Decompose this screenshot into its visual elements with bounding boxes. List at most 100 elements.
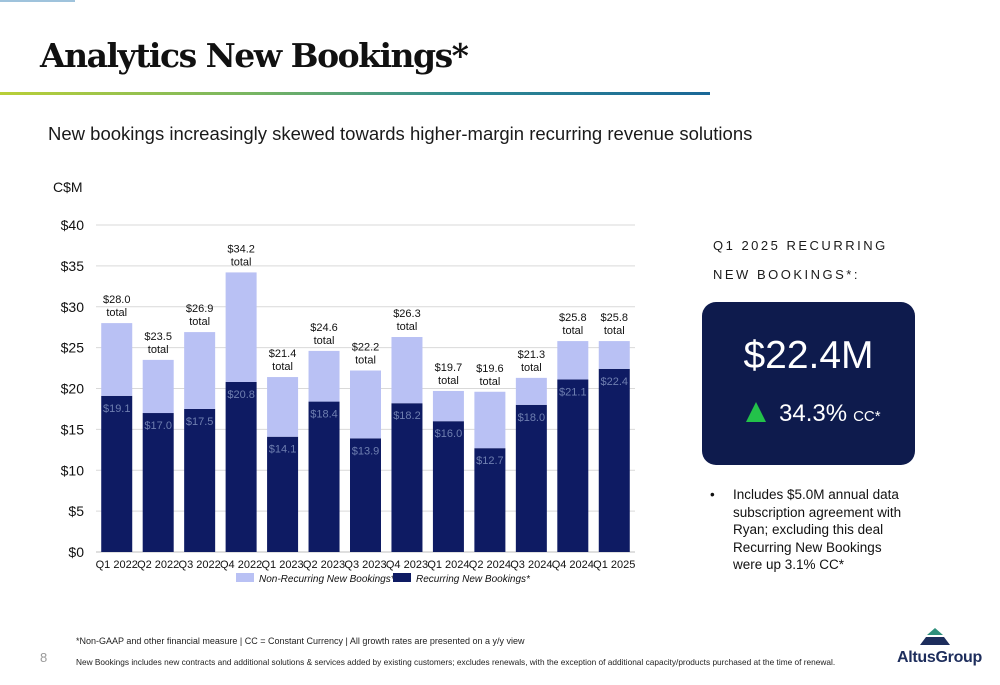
bar-value-label: $17.0 — [144, 420, 172, 432]
total-value-label: $26.9 — [186, 303, 214, 315]
total-suffix-label: total — [562, 325, 583, 337]
y-tick-label: $30 — [61, 299, 85, 315]
bar-value-label: $21.1 — [559, 387, 587, 399]
x-tick-label: Q2 2024 — [469, 559, 511, 571]
kpi-growth-percent: 34.3% — [779, 400, 848, 427]
bar-value-label: $16.0 — [435, 428, 463, 440]
kpi-heading-line-1: Q1 2025 RECURRING — [713, 238, 888, 253]
x-tick-label: Q3 2022 — [179, 559, 221, 571]
kpi-card: $22.4M 34.3% CC* — [702, 302, 915, 465]
legend-swatch-non-recurring — [236, 573, 254, 582]
total-value-label: $19.7 — [435, 362, 463, 374]
logo-text: AltusGroup — [897, 649, 982, 666]
x-tick-label: Q4 2022 — [220, 559, 262, 571]
x-tick-label: Q3 2024 — [510, 559, 552, 571]
total-value-label: $22.2 — [352, 342, 380, 354]
total-suffix-label: total — [231, 256, 252, 268]
total-suffix-label: total — [397, 321, 418, 333]
total-suffix-label: total — [272, 361, 293, 373]
total-suffix-label: total — [106, 307, 127, 319]
bar-recurring — [432, 421, 464, 552]
bar-recurring — [350, 438, 381, 552]
bar-non-recurring — [598, 341, 630, 369]
bar-non-recurring — [350, 370, 381, 439]
y-tick-label: $25 — [61, 340, 85, 356]
total-value-label: $26.3 — [393, 308, 421, 320]
x-tick-label: Q4 2023 — [386, 559, 428, 571]
total-suffix-label: total — [314, 335, 335, 347]
page-subtitle: New bookings increasingly skewed towards… — [48, 123, 753, 144]
total-value-label: $25.8 — [601, 312, 629, 324]
y-tick-label: $0 — [68, 544, 84, 560]
bar-value-label: $19.1 — [103, 403, 131, 415]
bar-recurring — [598, 368, 630, 552]
logo-mark-icon — [920, 628, 950, 645]
bar-recurring — [225, 381, 257, 552]
y-axis-label: C$M — [53, 179, 83, 195]
bar-value-label: $18.2 — [393, 410, 421, 422]
total-suffix-label: total — [604, 325, 625, 337]
x-tick-label: Q2 2022 — [137, 559, 179, 571]
legend-label-recurring: Recurring New Bookings* — [416, 574, 531, 585]
total-value-label: $19.6 — [476, 363, 504, 375]
total-suffix-label: total — [438, 375, 459, 387]
bar-recurring — [101, 395, 133, 552]
bar-non-recurring — [515, 377, 547, 405]
bar-value-label: $18.0 — [518, 412, 546, 424]
y-tick-label: $40 — [61, 217, 85, 233]
bar-recurring — [267, 436, 299, 552]
legend-label-non-recurring: Non-Recurring New Bookings* — [259, 574, 396, 585]
bar-non-recurring — [142, 359, 174, 414]
y-tick-label: $20 — [61, 381, 85, 397]
total-suffix-label: total — [521, 362, 542, 374]
total-suffix-label: total — [148, 344, 169, 356]
bar-value-label: $12.7 — [476, 455, 504, 467]
bookings-chart: C$M$0$5$10$15$20$25$30$35$40$19.1$28.0to… — [53, 179, 635, 585]
legend-swatch-recurring — [393, 573, 411, 582]
bar-recurring — [184, 408, 216, 552]
bar-recurring — [474, 448, 506, 552]
total-value-label: $25.8 — [559, 312, 587, 324]
bar-recurring — [515, 404, 547, 552]
total-value-label: $21.3 — [518, 349, 546, 361]
page-number: 8 — [40, 650, 48, 665]
bar-value-label: $14.1 — [269, 444, 297, 456]
bar-non-recurring — [432, 390, 464, 422]
note-list: • Includes $5.0M annual data subscriptio… — [710, 486, 910, 574]
bar-non-recurring — [391, 336, 423, 404]
corner-accent — [0, 0, 75, 2]
bar-non-recurring — [225, 272, 257, 382]
bar-non-recurring — [474, 391, 506, 449]
y-tick-label: $15 — [61, 421, 85, 437]
kpi-value: $22.4M — [743, 334, 874, 377]
bar-recurring — [308, 401, 340, 552]
x-tick-label: Q2 2023 — [303, 559, 345, 571]
bar-non-recurring — [101, 323, 133, 396]
bar-non-recurring — [184, 332, 216, 409]
bar-recurring — [142, 413, 174, 552]
bar-recurring — [557, 379, 589, 552]
kpi-heading: Q1 2025 RECURRING NEW BOOKINGS*: — [713, 231, 888, 289]
page-title: Analytics New Bookings* — [40, 36, 469, 75]
bar-recurring — [391, 403, 423, 552]
note-text: Includes $5.0M annual data subscription … — [733, 487, 902, 572]
title-rule — [0, 92, 710, 95]
bar-value-label: $18.4 — [310, 409, 338, 421]
y-tick-label: $35 — [61, 258, 85, 274]
bar-value-label: $13.9 — [352, 445, 380, 457]
note-item: • Includes $5.0M annual data subscriptio… — [710, 486, 910, 574]
kpi-growth: 34.3% CC* — [746, 400, 881, 428]
x-tick-label: Q4 2024 — [552, 559, 594, 571]
total-value-label: $23.5 — [144, 331, 172, 343]
footnote-definition: New Bookings includes new contracts and … — [76, 657, 836, 667]
bar-non-recurring — [267, 377, 299, 437]
total-value-label: $24.6 — [310, 322, 338, 334]
altus-group-logo: AltusGroup — [897, 628, 982, 670]
x-tick-label: Q3 2023 — [344, 559, 386, 571]
x-tick-label: Q1 2023 — [261, 559, 303, 571]
bar-value-label: $22.4 — [601, 376, 629, 388]
y-tick-label: $10 — [61, 462, 85, 478]
bar-value-label: $20.8 — [227, 389, 255, 401]
bullet: • — [710, 487, 715, 502]
x-tick-label: Q1 2025 — [593, 559, 635, 571]
